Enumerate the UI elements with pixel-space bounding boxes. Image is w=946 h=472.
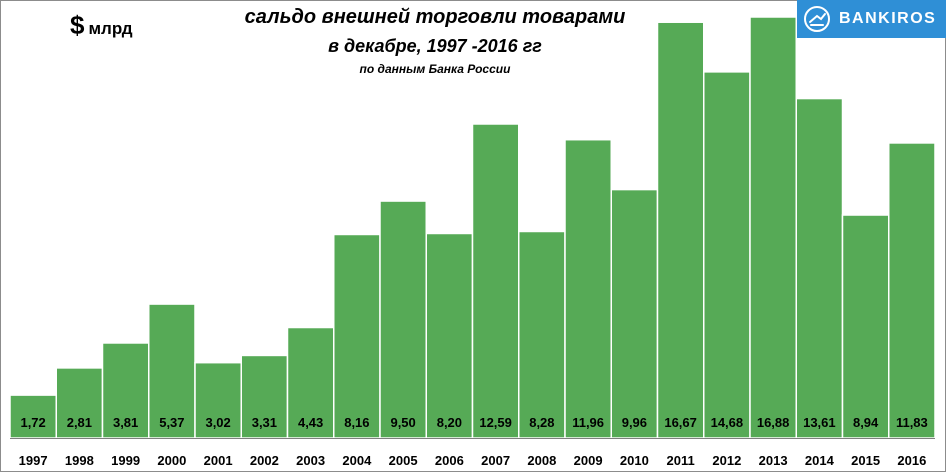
x-tick-2013: 2013 [759,453,788,468]
bar-2009 [564,138,612,439]
x-tick-2015: 2015 [851,453,880,468]
x-tick-2012: 2012 [712,453,741,468]
bar-2007 [471,123,520,439]
bar-2000 [148,303,196,439]
value-label-2004: 8,16 [344,415,369,430]
value-label-2008: 8,28 [529,415,554,430]
value-label-1999: 3,81 [113,415,138,430]
x-tick-2011: 2011 [667,453,695,468]
value-label-2003: 4,43 [298,415,323,430]
value-label-2010: 9,96 [622,415,647,430]
x-tick-2014: 2014 [805,453,835,468]
bar-2003 [286,326,335,439]
chart-source: по данным Банка России [359,62,511,76]
x-tick-2009: 2009 [574,453,603,468]
value-label-2000: 5,37 [159,415,184,430]
value-label-2012: 14,68 [711,415,744,430]
x-tick-labels-group: 1997 1998 1999 2000 2001 2002 2003 2004 2005 2006… [19,453,927,468]
bar-2016 [888,142,936,439]
bar-2010 [610,188,659,439]
unit-symbol: $ [70,10,85,40]
value-label-2007: 12,59 [479,415,512,430]
bar-2011 [656,21,705,439]
bar-2006 [425,232,474,439]
unit-label: $ млрд [70,10,133,41]
bankiros-logo: BANKIROS [797,0,946,38]
value-label-2013: 16,88 [757,415,790,430]
x-tick-2002: 2002 [250,453,279,468]
chart-title: сальдо внешней торговли товарами [244,6,626,28]
value-label-2009: 11,96 [572,415,604,430]
x-tick-1999: 1999 [111,453,140,468]
bar-2004 [333,233,381,439]
x-tick-2010: 2010 [620,453,649,468]
x-tick-2007: 2007 [481,453,510,468]
bar-2008 [518,230,566,439]
value-label-2001: 3,02 [205,415,230,430]
x-tick-1997: 1997 [19,453,48,468]
x-tick-2005: 2005 [389,453,418,468]
bar-2013 [749,16,797,439]
value-label-2011: 16,67 [664,415,697,430]
value-label-1997: 1,72 [20,415,45,430]
logo-text: BANKIROS [839,10,937,27]
bar-2012 [703,71,751,439]
bar-2015 [841,214,890,439]
chart-subtitle: в декабре, 1997 -2016 гг [328,36,542,56]
bars-group [9,16,936,439]
value-label-2002: 3,31 [252,415,277,430]
value-label-2015: 8,94 [853,415,879,430]
bar-2005 [379,200,427,439]
bar-2014 [795,97,844,439]
value-label-2016: 11,83 [896,415,928,430]
logo-icon [804,6,830,32]
x-tick-2006: 2006 [435,453,464,468]
x-tick-2003: 2003 [296,453,325,468]
value-label-2014: 13,61 [803,415,836,430]
x-tick-2004: 2004 [342,453,372,468]
bar-2002 [240,354,289,439]
x-tick-2001: 2001 [204,453,233,468]
unit-text: млрд [88,19,133,38]
value-labels-group: 1,72 2,81 3,81 5,37 3,02 3,31 4,43 8,16 9,50 8,20… [20,415,927,430]
x-tick-2000: 2000 [157,453,186,468]
value-label-2006: 8,20 [437,415,462,430]
value-label-2005: 9,50 [390,415,415,430]
x-tick-2008: 2008 [527,453,556,468]
value-label-1998: 2,81 [67,415,92,430]
x-tick-2016: 2016 [897,453,926,468]
x-tick-1998: 1998 [65,453,94,468]
bar-2001 [194,361,242,439]
